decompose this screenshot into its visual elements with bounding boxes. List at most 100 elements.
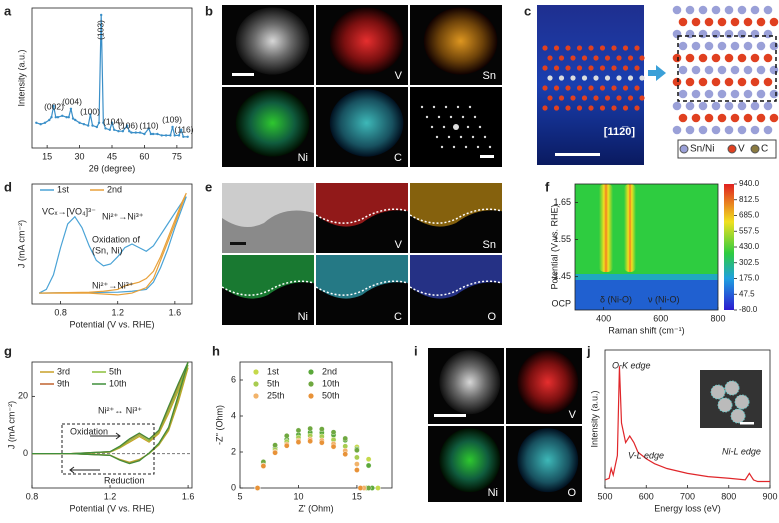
peak-label: (109) (162, 114, 182, 124)
data-point (354, 447, 360, 454)
atom (588, 65, 594, 71)
panel-label: f (545, 179, 550, 194)
colorbar-label: -80.0 (739, 305, 758, 314)
data-point (272, 442, 278, 448)
atom (672, 77, 682, 87)
diffraction-spot (483, 135, 487, 139)
panel-label: h (212, 343, 220, 358)
y-axis-label: -Z'' (Ohm) (214, 405, 224, 445)
raman-band (599, 184, 613, 272)
y-axis-label: J (mA cm⁻²) (6, 401, 16, 449)
data-point (54, 116, 57, 119)
data-point (110, 121, 114, 125)
panel-label: e (205, 179, 212, 194)
tile-label: Ni (298, 311, 308, 323)
atom (542, 65, 548, 71)
atom (711, 29, 721, 39)
particle (717, 397, 733, 413)
x-tick-label: 1.2 (104, 491, 117, 501)
atom (769, 17, 779, 27)
legend-label: 3rd (57, 366, 70, 376)
data-point (186, 135, 189, 138)
legend-label: 50th (322, 390, 340, 400)
x-tick-label: 500 (597, 491, 612, 501)
atom (704, 41, 714, 51)
atom (737, 53, 747, 63)
image-blob (235, 89, 310, 157)
legend-swatch (308, 369, 314, 375)
image-blob (423, 7, 498, 75)
x-tick-label: 1.6 (182, 491, 195, 501)
atom (634, 85, 640, 91)
atom (558, 55, 565, 61)
x-tick-label: 60 (139, 151, 149, 161)
image-blob (235, 7, 310, 75)
x-tick-label: 800 (721, 491, 736, 501)
data-point (143, 132, 146, 136)
atom (737, 5, 747, 15)
y-tick-label: 2 (231, 446, 236, 456)
x-axis-label: Z' (Ohm) (298, 503, 333, 513)
atom (622, 65, 629, 71)
data-point (357, 485, 364, 491)
data-point (138, 131, 142, 134)
panel-label: c (524, 3, 531, 18)
atom (576, 85, 583, 91)
y-tick-label: 20 (18, 391, 28, 401)
data-point (112, 128, 116, 131)
atom (724, 5, 734, 15)
tile-label: O (567, 487, 576, 499)
data-point (39, 123, 42, 126)
atom (553, 65, 560, 71)
annotation: O-K edge (612, 360, 651, 370)
map-region (410, 183, 502, 227)
atom (750, 125, 760, 135)
data-line (32, 361, 189, 465)
image-blob (517, 428, 579, 493)
y-tick-label: 0 (231, 482, 236, 492)
atom (627, 95, 634, 101)
atom (698, 53, 708, 63)
data-point (342, 435, 349, 442)
x-tick-label: 0.8 (54, 307, 67, 317)
atom (565, 65, 571, 71)
atom (672, 5, 682, 15)
y-tick-label: 4 (231, 410, 236, 420)
data-point (82, 123, 86, 126)
data-point (151, 132, 155, 136)
atom (588, 85, 594, 91)
atom (763, 29, 773, 39)
data-point (71, 117, 75, 120)
x-axis-label: Raman shift (cm⁻¹) (608, 325, 684, 335)
y-tick-label: 1.55 (553, 234, 571, 244)
atom (756, 41, 766, 51)
atom (565, 45, 571, 51)
particle (730, 408, 746, 424)
atom (685, 29, 695, 39)
atom (678, 113, 688, 123)
diffraction-spot (471, 135, 475, 139)
atom (691, 113, 701, 123)
data-point (56, 116, 60, 119)
x-tick-label: 15 (352, 491, 362, 501)
atom (769, 89, 779, 99)
atom (553, 105, 560, 111)
atom (678, 17, 688, 27)
atom (622, 105, 629, 111)
data-point (365, 456, 372, 463)
atom (616, 95, 622, 101)
data-point (182, 135, 185, 138)
atom (691, 41, 701, 51)
peak-label: (116) (174, 124, 193, 134)
atom (691, 17, 701, 27)
atom (553, 45, 560, 51)
atom (717, 89, 727, 99)
annotation: Ni-L edge (722, 446, 761, 456)
atom (616, 55, 622, 61)
data-line (39, 192, 187, 296)
atom (724, 77, 734, 87)
interface (221, 280, 315, 296)
image-blob (439, 350, 501, 415)
atom (576, 65, 583, 71)
peak-label: (103) (95, 20, 105, 40)
